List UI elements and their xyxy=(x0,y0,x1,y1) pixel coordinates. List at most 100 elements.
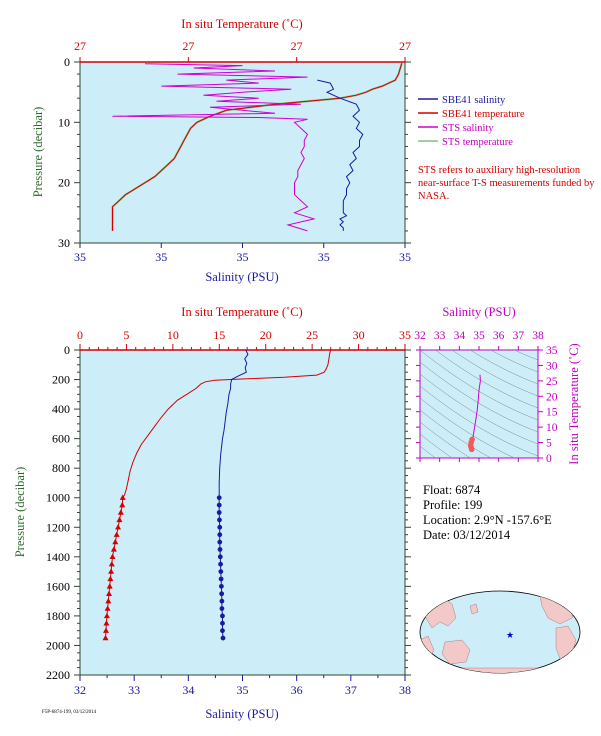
ts-density-contour xyxy=(469,350,538,385)
ts-deep-point xyxy=(468,446,475,453)
full-profile-sal-tick-label: 33 xyxy=(128,683,140,697)
full-profile-sal-ticks: 32 33 34 35 36 37 38 xyxy=(74,675,411,697)
salinity-marker xyxy=(219,606,225,611)
temperature-marker xyxy=(119,494,126,500)
near-surface-temp-ticks: 27 27 27 27 xyxy=(74,39,411,62)
full-profile-sal-tick-label: 37 xyxy=(345,683,357,697)
float-info-float: Float: 6874 xyxy=(423,483,480,498)
legend: SBE41 salinity SBE41 temperature STS sal… xyxy=(418,95,525,148)
full-profile-sal-tick-label: 35 xyxy=(237,683,249,697)
near-surface-pressure-ticks: 0 10 20 30 xyxy=(58,55,411,250)
full-profile-temp-ticks: 0 5 10 15 20 25 30 35 xyxy=(77,328,411,350)
ts-density-contour xyxy=(420,373,538,445)
temperature-marker xyxy=(119,501,126,508)
near-surface-pressure-tick-label: 0 xyxy=(64,55,70,69)
salinity-marker xyxy=(220,635,226,641)
near-surface-series-line xyxy=(112,63,316,232)
temperature-marker xyxy=(104,605,111,611)
near-surface-temp-tick-label: 27 xyxy=(74,39,86,53)
temperature-marker xyxy=(103,612,110,619)
full-profile-temp-tick-label: 25 xyxy=(306,328,318,342)
full-profile-series-line xyxy=(105,349,332,639)
salinity-marker xyxy=(217,547,223,552)
full-profile-pressure-tick-label: 2200 xyxy=(46,668,70,682)
salinity-marker xyxy=(218,561,223,567)
full-profile-pressure-ticks: 0 200 400 600 800 1000 1200 1400 1600 1800 2000 220… xyxy=(46,343,411,682)
full-profile-sal-tick-label: 38 xyxy=(399,683,411,697)
full-profile-pressure-tick-label: 2000 xyxy=(46,638,70,652)
full-profile-panel: 0 5 10 15 20 25 30 35 32 33 34 35 36 37 38 0 200 400 600… xyxy=(13,305,411,721)
temperature-marker xyxy=(117,509,124,515)
full-profile-plot-area xyxy=(79,349,406,676)
ts-x-tick-label: 34 xyxy=(454,330,466,342)
ts-plot-area xyxy=(419,349,539,459)
ts-x-tick-label: 38 xyxy=(532,330,544,342)
float-info-date: Date: 03/12/2014 xyxy=(423,528,510,543)
full-profile-sal-tick-label: 36 xyxy=(291,683,303,697)
ts-diagram-panel: 32 33 34 35 36 37 38 0 5 10 15 20 25 30 35 Salinity (P… xyxy=(414,305,581,465)
ts-y-tick-label: 20 xyxy=(546,391,558,403)
salinity-marker xyxy=(217,532,223,538)
location-label: Location: xyxy=(423,513,471,527)
ts-density-contours xyxy=(420,350,538,458)
near-surface-sal-tick-label: 35 xyxy=(399,250,411,264)
full-profile-temp-tick-label: 20 xyxy=(260,328,272,342)
temperature-marker xyxy=(113,531,120,537)
ts-density-contour xyxy=(420,433,453,458)
full-profile-series xyxy=(102,349,332,641)
salinity-marker xyxy=(220,620,225,626)
full-profile-pressure-tick-label: 400 xyxy=(52,402,70,416)
ts-density-contour xyxy=(490,350,538,373)
ts-y-tick-label: 35 xyxy=(546,345,558,357)
full-profile-x-label: Salinity (PSU) xyxy=(205,707,278,721)
near-surface-pressure-tick-label: 20 xyxy=(58,176,70,190)
full-profile-pressure-tick-label: 1400 xyxy=(46,550,70,564)
near-surface-sal-tick-label: 35 xyxy=(74,250,86,264)
salinity-marker xyxy=(216,502,222,508)
near-surface-pressure-tick-label: 10 xyxy=(58,115,70,129)
footer-code: F5P-6874-199, 03/12/2014 xyxy=(42,710,97,715)
ts-y-tick-label: 10 xyxy=(546,422,558,434)
ts-x-tick-label: 32 xyxy=(414,330,426,342)
full-profile-pressure-tick-label: 600 xyxy=(52,432,70,446)
salinity-marker xyxy=(220,613,225,619)
ts-y-tick-label: 25 xyxy=(546,376,558,388)
ts-y-tick-label: 30 xyxy=(546,360,558,372)
full-profile-pressure-tick-label: 200 xyxy=(52,373,70,387)
temperature-marker xyxy=(105,597,112,604)
float-value: 6874 xyxy=(455,483,481,497)
temperature-marker xyxy=(112,538,119,545)
legend-label-sbe-salinity: SBE41 salinity xyxy=(442,95,506,106)
salinity-marker xyxy=(218,569,224,574)
float-location-star-icon: ★ xyxy=(506,630,514,640)
near-surface-series-line xyxy=(317,79,364,231)
temperature-marker xyxy=(108,568,115,574)
salinity-marker xyxy=(220,628,225,634)
full-profile-temp-tick-label: 35 xyxy=(399,328,411,342)
temperature-marker xyxy=(109,553,116,560)
full-profile-sal-tick-label: 32 xyxy=(74,683,86,697)
near-surface-sal-tick-label: 35 xyxy=(155,250,167,264)
full-profile-temp-tick-label: 0 xyxy=(77,328,83,342)
full-profile-pressure-tick-label: 1000 xyxy=(46,491,70,505)
date-value: 03/12/2014 xyxy=(453,528,511,542)
full-profile-y-label: Pressure (decibar) xyxy=(13,467,27,558)
salinity-marker xyxy=(217,517,222,523)
near-surface-series-line xyxy=(112,63,403,231)
full-profile-pressure-tick-label: 1800 xyxy=(46,609,70,623)
profile-value: 199 xyxy=(463,498,483,512)
ts-x-label: Salinity (PSU) xyxy=(442,305,515,319)
full-profile-pressure-tick-label: 1600 xyxy=(46,579,70,593)
date-label: Date: xyxy=(423,528,451,542)
near-surface-sal-ticks: 35 35 35 35 35 xyxy=(74,243,411,264)
salinity-marker xyxy=(219,598,225,604)
location-map: ★ xyxy=(419,590,581,674)
ts-y-tick-label: 5 xyxy=(546,438,552,450)
ts-density-contour xyxy=(420,361,538,433)
salinity-marker xyxy=(217,524,223,530)
near-surface-x-label: Salinity (PSU) xyxy=(205,270,278,284)
salinity-marker xyxy=(217,554,223,560)
temperature-marker xyxy=(103,620,110,626)
ts-x-tick-label: 37 xyxy=(513,330,525,342)
full-profile-temp-tick-label: 5 xyxy=(123,328,129,342)
